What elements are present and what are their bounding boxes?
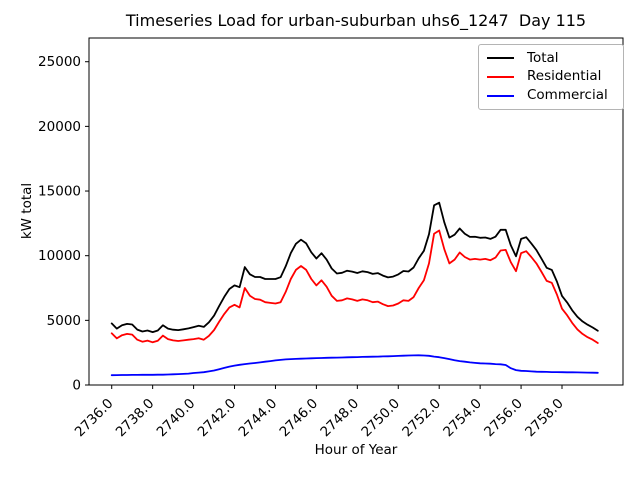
y-tick-label: 0 bbox=[72, 378, 81, 394]
legend: Total Residential Commercial bbox=[478, 44, 624, 110]
x-tick-label: 2752.0 bbox=[399, 396, 444, 441]
x-tick-label: 2748.0 bbox=[317, 396, 362, 441]
x-tick-label: 2742.0 bbox=[195, 396, 240, 441]
x-tick-label: 2736.0 bbox=[72, 396, 117, 441]
x-tick-label: 2738.0 bbox=[113, 396, 158, 441]
chart-title: Timeseries Load for urban-suburban uhs6_… bbox=[125, 11, 587, 30]
x-tick-label: 2756.0 bbox=[481, 396, 526, 441]
x-tick-label: 2754.0 bbox=[440, 396, 485, 441]
y-tick-label: 5000 bbox=[47, 313, 81, 329]
x-tick-label: 2758.0 bbox=[522, 396, 567, 441]
residential-line-swatch bbox=[487, 76, 514, 78]
axes-frame bbox=[88, 37, 624, 386]
x-axis-label: Hour of Year bbox=[314, 442, 398, 458]
legend-item-commercial: Commercial bbox=[487, 86, 615, 105]
legend-item-residential: Residential bbox=[487, 68, 615, 87]
total-line-swatch bbox=[487, 57, 514, 60]
commercial-line-swatch bbox=[487, 94, 514, 97]
x-tick-label: 2744.0 bbox=[236, 396, 281, 441]
series-line-residential bbox=[110, 229, 599, 344]
y-tick-label: 10000 bbox=[38, 248, 81, 264]
legend-label-residential: Residential bbox=[527, 68, 602, 85]
x-tick-label: 2740.0 bbox=[154, 396, 199, 441]
x-tick-label: 2746.0 bbox=[276, 396, 321, 441]
y-tick-label: 25000 bbox=[38, 54, 81, 70]
legend-label-total: Total bbox=[527, 49, 559, 66]
series-line-commercial bbox=[110, 354, 599, 377]
y-tick-label: 15000 bbox=[38, 184, 81, 200]
legend-label-commercial: Commercial bbox=[527, 86, 608, 103]
legend-item-total: Total bbox=[487, 49, 615, 68]
x-tick-label: 2750.0 bbox=[358, 396, 403, 441]
series-line-total bbox=[110, 201, 599, 334]
y-tick-label: 20000 bbox=[38, 119, 81, 135]
